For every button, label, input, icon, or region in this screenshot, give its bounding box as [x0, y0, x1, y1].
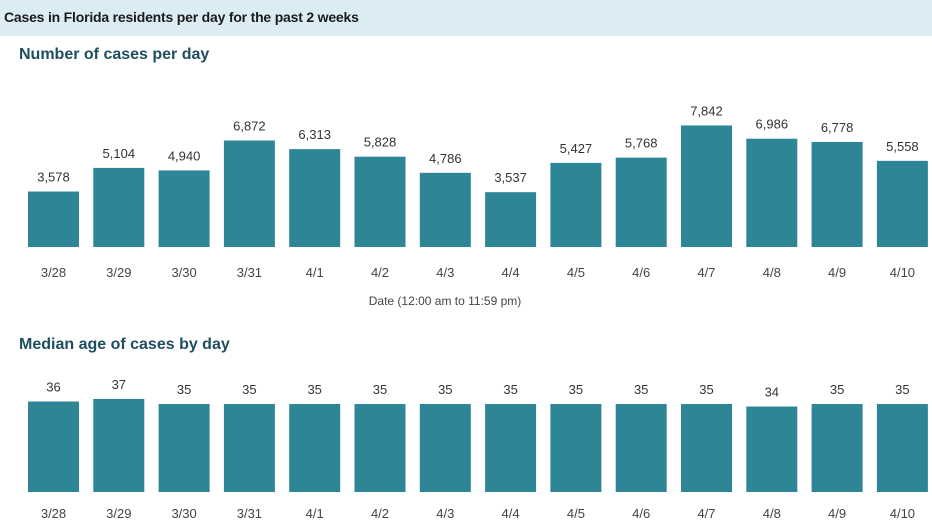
x-tick-label: 3/31	[237, 506, 262, 521]
bar-4-3	[419, 404, 471, 492]
data-label: 5,828	[364, 135, 397, 150]
bar-4-8	[746, 406, 798, 492]
bar-4-8	[746, 138, 798, 247]
data-label: 35	[830, 382, 844, 397]
bar-4-6	[615, 404, 667, 492]
data-label: 5,427	[560, 141, 593, 156]
x-tick-label: 4/10	[890, 506, 915, 521]
data-label: 5,104	[103, 146, 136, 161]
x-tick-label: 4/1	[306, 506, 324, 521]
data-label: 35	[438, 382, 452, 397]
x-tick-label: 4/10	[890, 265, 915, 280]
x-tick-label: 4/5	[567, 265, 585, 280]
x-tick-label: 4/8	[763, 265, 781, 280]
data-label: 35	[634, 382, 648, 397]
bar-4-1	[289, 149, 341, 247]
x-tick-label: 4/6	[632, 506, 650, 521]
data-label: 35	[503, 382, 517, 397]
x-tick-label: 4/7	[697, 265, 715, 280]
bar-3-29	[93, 167, 145, 247]
x-tick-label: 4/7	[697, 506, 715, 521]
cases-chart-title: Number of cases per day	[19, 46, 210, 63]
page-title: Cases in Florida residents per day for t…	[4, 9, 359, 25]
x-tick-label: 4/9	[828, 506, 846, 521]
data-label: 6,872	[233, 118, 266, 133]
bar-4-9	[811, 404, 863, 492]
bar-4-6	[615, 157, 667, 247]
data-label: 35	[699, 382, 713, 397]
data-label: 35	[177, 382, 191, 397]
x-tick-label: 4/6	[632, 265, 650, 280]
bar-4-4	[485, 192, 537, 247]
data-label: 4,786	[429, 151, 462, 166]
data-label: 3,578	[37, 170, 70, 185]
bar-4-5	[550, 404, 602, 492]
data-label: 6,778	[821, 120, 854, 135]
bar-3-30	[158, 170, 210, 247]
bar-4-2	[354, 156, 406, 247]
data-label: 5,768	[625, 136, 658, 151]
x-tick-label: 4/4	[502, 506, 520, 521]
bar-3-30	[158, 404, 210, 492]
x-tick-label: 4/5	[567, 506, 585, 521]
data-label: 35	[895, 382, 909, 397]
data-label: 7,842	[690, 103, 723, 118]
x-tick-label: 4/2	[371, 265, 389, 280]
data-label: 6,313	[298, 127, 331, 142]
x-tick-label: 3/31	[237, 265, 262, 280]
data-label: 36	[46, 380, 60, 395]
bar-4-4	[485, 404, 537, 492]
bar-4-2	[354, 404, 406, 492]
x-tick-label: 4/8	[763, 506, 781, 521]
x-tick-label: 4/1	[306, 265, 324, 280]
bar-4-10	[876, 404, 928, 492]
data-label: 35	[242, 382, 256, 397]
data-label: 6,986	[756, 117, 789, 132]
x-tick-label: 3/28	[41, 506, 66, 521]
x-axis-label: Date (12:00 am to 11:59 pm)	[369, 294, 522, 308]
x-tick-label: 4/4	[502, 265, 520, 280]
x-tick-label: 3/28	[41, 265, 66, 280]
x-tick-label: 3/30	[171, 265, 196, 280]
x-tick-label: 4/9	[828, 265, 846, 280]
data-label: 37	[112, 377, 126, 392]
bar-4-3	[419, 172, 471, 247]
bar-3-31	[223, 140, 275, 247]
header-banner: Cases in Florida residents per day for t…	[0, 0, 932, 36]
x-tick-label: 3/30	[171, 506, 196, 521]
bar-3-31	[223, 404, 275, 492]
bar-3-28	[28, 191, 79, 247]
data-label: 5,558	[886, 139, 919, 154]
bar-4-5	[550, 162, 602, 247]
x-tick-label: 3/29	[106, 265, 131, 280]
data-label: 4,940	[168, 148, 201, 163]
x-tick-label: 4/2	[371, 506, 389, 521]
bar-3-28	[28, 401, 79, 492]
x-tick-label: 4/3	[436, 506, 454, 521]
median-age-chart-title: Median age of cases by day	[19, 336, 230, 353]
bar-4-1	[289, 404, 341, 492]
bar-3-29	[93, 399, 145, 492]
x-tick-label: 3/29	[106, 506, 131, 521]
bar-4-7	[681, 125, 732, 247]
data-label: 34	[765, 385, 779, 400]
x-tick-label: 4/3	[436, 265, 454, 280]
bar-4-10	[876, 160, 928, 247]
data-label: 35	[373, 382, 387, 397]
data-label: 3,537	[494, 170, 527, 185]
data-label: 35	[569, 382, 583, 397]
bar-4-7	[681, 404, 732, 492]
bar-4-9	[811, 141, 863, 247]
data-label: 35	[307, 382, 321, 397]
